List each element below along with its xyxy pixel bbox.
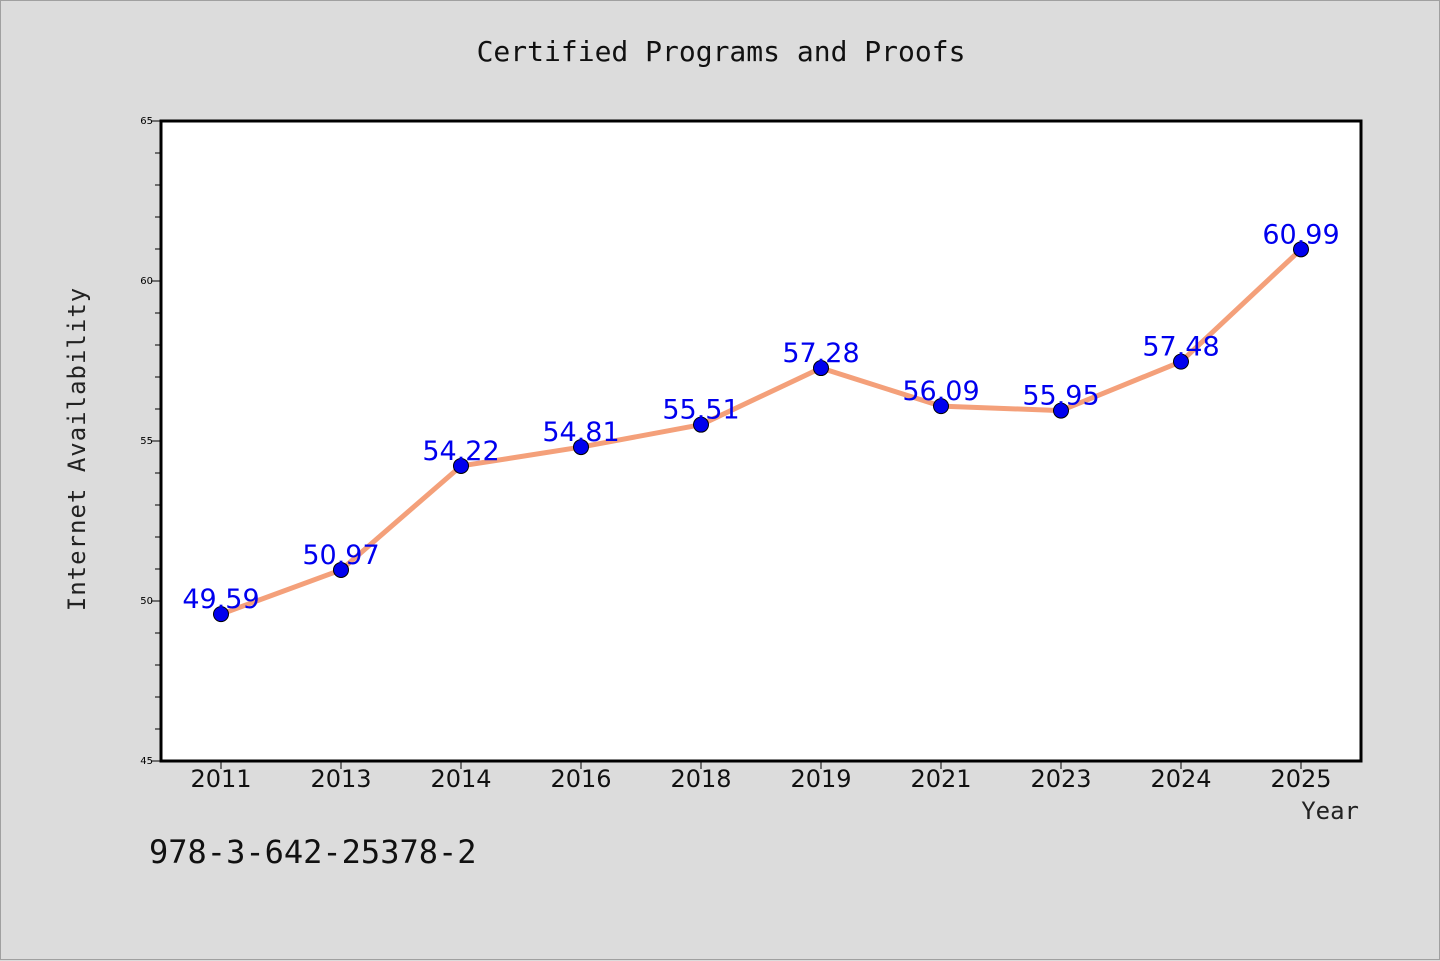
x-tick-label: 2025 xyxy=(1270,765,1331,793)
x-tick-label: 2019 xyxy=(790,765,851,793)
data-label: 60.99 xyxy=(1262,219,1339,250)
data-label: 49.59 xyxy=(182,584,259,615)
y-tick-label: 55 xyxy=(140,436,153,447)
x-tick-label: 2023 xyxy=(1030,765,1091,793)
plot-area xyxy=(159,119,1363,763)
isbn-annotation: 978-3-642-25378-2 xyxy=(149,833,477,871)
x-axis-label: Year xyxy=(1301,797,1359,825)
y-tick-label: 50 xyxy=(140,596,153,607)
data-label: 57.48 xyxy=(1142,332,1219,363)
data-point xyxy=(453,457,469,474)
data-label: 55.51 xyxy=(662,395,739,426)
data-point xyxy=(1293,241,1309,258)
data-point xyxy=(213,606,229,623)
data-point xyxy=(933,398,949,415)
series-line xyxy=(218,246,1304,617)
data-label: 55.95 xyxy=(1022,381,1099,412)
x-tick-label: 2014 xyxy=(430,765,491,793)
data-point xyxy=(693,416,709,433)
y-tick-label: 45 xyxy=(140,756,153,767)
x-tick-label: 2013 xyxy=(310,765,371,793)
y-tick-label: 65 xyxy=(140,116,153,127)
data-label: 57.28 xyxy=(782,338,859,369)
data-point xyxy=(1053,402,1069,419)
data-point xyxy=(813,360,829,377)
data-point xyxy=(1173,353,1189,370)
x-tick-label: 2018 xyxy=(670,765,731,793)
x-tick-label: 2016 xyxy=(550,765,611,793)
data-label: 50.97 xyxy=(302,540,379,571)
data-point xyxy=(333,561,349,578)
x-tick-label: 2021 xyxy=(910,765,971,793)
x-tick-label: 2011 xyxy=(190,765,251,793)
chart-title: Certified Programs and Proofs xyxy=(476,35,966,68)
y-tick-label: 60 xyxy=(140,276,153,287)
data-label: 54.81 xyxy=(542,417,619,448)
data-label: 56.09 xyxy=(902,376,979,407)
x-tick-label: 2024 xyxy=(1150,765,1211,793)
data-point xyxy=(573,439,589,456)
data-label: 54.22 xyxy=(422,436,499,467)
